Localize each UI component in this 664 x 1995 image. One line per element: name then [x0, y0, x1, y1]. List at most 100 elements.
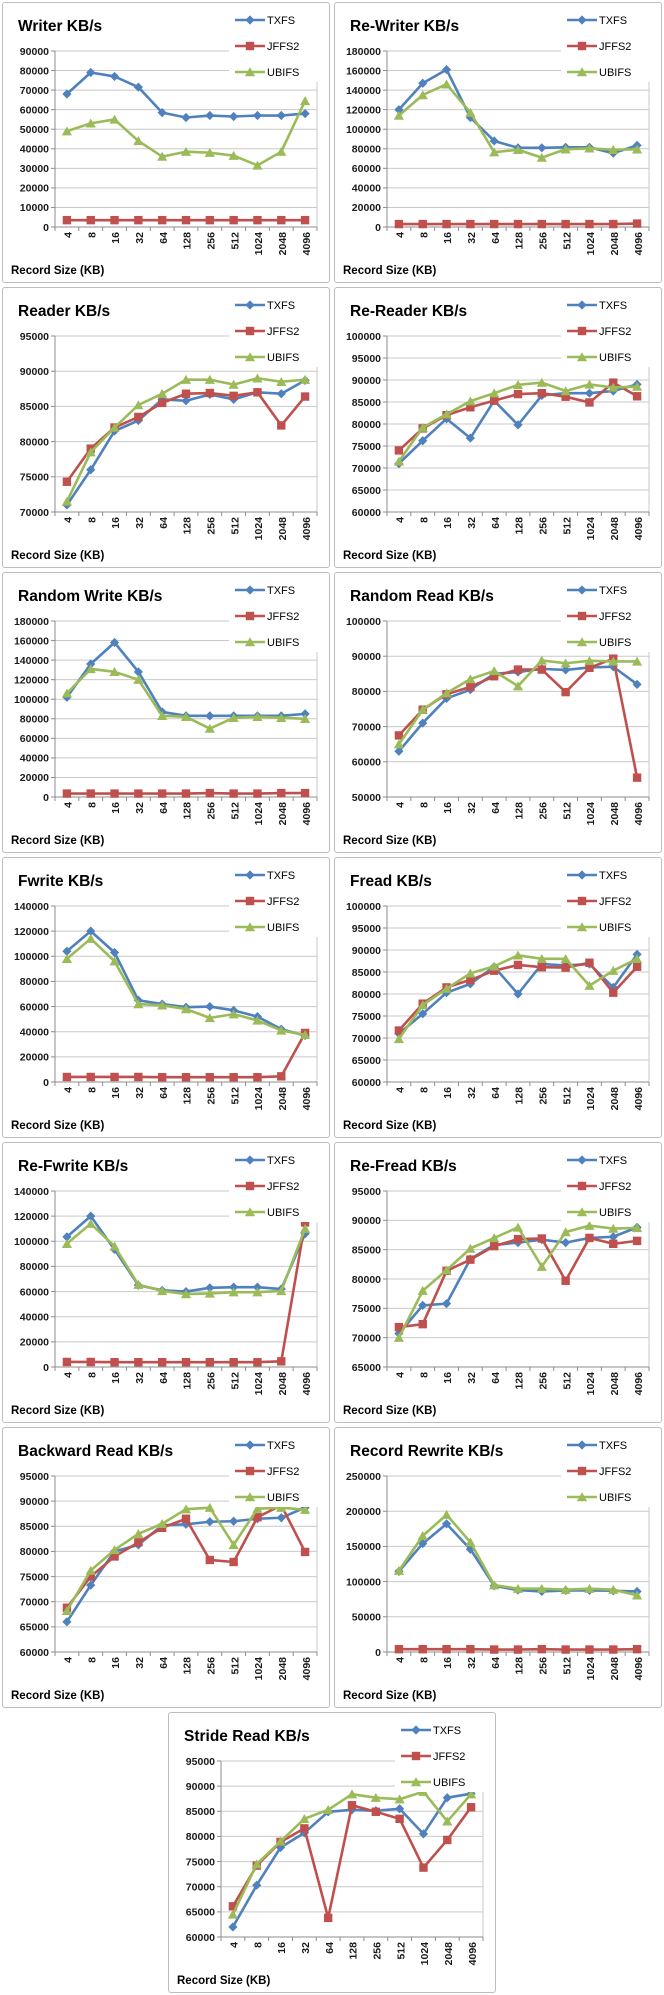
data-point-jffs2: [419, 1320, 427, 1328]
x-axis-label: 4: [63, 1087, 75, 1093]
data-point-txfs: [442, 1299, 451, 1308]
series-line-ubifs: [67, 939, 305, 1035]
data-point-txfs: [277, 111, 286, 120]
x-axis-label: 8: [418, 1657, 430, 1663]
legend-label: UBIFS: [267, 637, 299, 649]
legend-label: TXFS: [267, 1440, 295, 1452]
y-axis-label: 70000: [352, 721, 381, 733]
data-point-txfs: [277, 1513, 286, 1522]
chart-title: Stride Read KB/s: [184, 1728, 310, 1745]
data-point-jffs2: [63, 1358, 71, 1366]
series-line-txfs: [399, 667, 637, 751]
x-axis-title: Record Size (KB): [343, 1690, 436, 1702]
x-axis-label: 16: [442, 232, 454, 244]
x-axis-label: 64: [490, 1087, 502, 1099]
y-axis-label: 65000: [352, 485, 381, 497]
y-axis-label: 40000: [20, 1027, 49, 1039]
x-axis-label: 128: [182, 1087, 194, 1105]
data-point-jffs2: [110, 789, 118, 797]
data-point-jffs2: [561, 688, 569, 696]
x-axis-label: 2048: [277, 1372, 289, 1396]
y-axis-label: 20000: [20, 1337, 49, 1349]
data-point-jffs2: [561, 963, 569, 971]
data-point-jffs2: [561, 1277, 569, 1285]
x-axis-label: 128: [514, 232, 526, 250]
legend-label: UBIFS: [599, 922, 631, 934]
x-axis-title: Record Size (KB): [343, 1405, 436, 1417]
y-axis-label: 75000: [352, 1303, 381, 1315]
x-axis-title: Record Size (KB): [11, 265, 104, 277]
x-axis-label: 128: [182, 1657, 194, 1675]
x-axis-label: 4096: [301, 802, 313, 826]
data-point-ubifs: [441, 79, 451, 88]
x-axis-label: 1024: [585, 1372, 597, 1396]
data-point-jffs2: [277, 421, 285, 429]
y-axis-label: 60000: [352, 163, 381, 175]
data-point-jffs2: [609, 988, 617, 996]
y-axis-label: 70000: [352, 463, 381, 475]
y-axis-label: 85000: [20, 1521, 49, 1533]
x-axis-label: 4096: [301, 1087, 313, 1111]
x-axis-label: 32: [466, 232, 478, 244]
data-point-jffs2: [182, 390, 190, 398]
x-axis-label: 256: [205, 1657, 217, 1675]
y-axis-label: 80000: [352, 989, 381, 1001]
y-axis-label: 60000: [352, 1077, 381, 1089]
x-axis-label: 8: [86, 232, 98, 238]
x-axis-label: 512: [229, 517, 241, 535]
data-point-jffs2: [585, 959, 593, 967]
data-point-jffs2: [182, 1073, 190, 1081]
x-axis-label: 2048: [277, 1657, 289, 1681]
x-axis-label: 128: [514, 517, 526, 535]
x-axis-label: 64: [158, 802, 170, 814]
data-point-jffs2: [538, 220, 546, 228]
x-axis-label: 16: [442, 1372, 454, 1384]
x-axis-label: 64: [490, 1372, 502, 1384]
data-point-jffs2: [324, 1914, 332, 1922]
x-axis-label: 64: [490, 517, 502, 529]
x-axis-label: 256: [537, 1657, 549, 1675]
y-axis-label: 80000: [20, 976, 49, 988]
x-axis-label: 512: [229, 802, 241, 820]
x-axis-title: Record Size (KB): [11, 1120, 104, 1132]
x-axis-label: 2048: [609, 1087, 621, 1111]
y-axis-label: 90000: [352, 1215, 381, 1227]
data-point-jffs2: [466, 220, 474, 228]
data-point-jffs2: [585, 1645, 593, 1653]
y-axis-label: 85000: [352, 967, 381, 979]
y-axis-label: 160000: [346, 65, 381, 77]
x-axis-label: 4: [63, 1657, 75, 1663]
y-axis-label: 160000: [14, 635, 49, 647]
y-axis-label: 80000: [352, 144, 381, 156]
x-axis-label: 2048: [609, 517, 621, 541]
x-axis-label: 64: [490, 802, 502, 814]
x-axis-label: 4096: [633, 802, 645, 826]
y-axis-label: 20000: [20, 1052, 49, 1064]
legend-label: JFFS2: [599, 1466, 631, 1478]
x-axis-label: 1024: [253, 1087, 265, 1111]
data-point-jffs2: [110, 216, 118, 224]
x-axis-label: 128: [182, 802, 194, 820]
data-point-jffs2: [158, 1358, 166, 1366]
data-point-jffs2: [206, 789, 214, 797]
x-axis-label: 128: [182, 1372, 194, 1390]
data-point-jffs2: [63, 1073, 71, 1081]
x-axis-label: 4096: [633, 1657, 645, 1681]
y-axis-label: 80000: [20, 65, 49, 77]
x-axis-title: Record Size (KB): [343, 1120, 436, 1132]
x-axis-label: 128: [514, 1087, 526, 1105]
x-axis-label: 32: [466, 1087, 478, 1099]
data-point-jffs2: [277, 216, 285, 224]
legend-label: JFFS2: [267, 896, 299, 908]
chart-backward-read-kb-s: 6000065000700007500080000850009000095000…: [3, 1428, 329, 1707]
data-point-jffs2: [561, 1645, 569, 1653]
data-point-txfs: [205, 1002, 214, 1011]
x-axis-label: 4096: [467, 1942, 479, 1966]
